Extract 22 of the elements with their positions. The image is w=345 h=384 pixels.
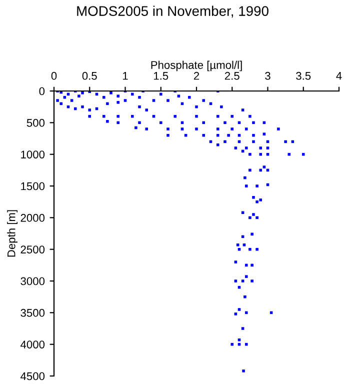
chart-title: MODS2005 in November, 1990 bbox=[77, 6, 268, 18]
y-tick-label: 2000 bbox=[20, 214, 45, 222]
x-tick-label: 2 bbox=[194, 72, 200, 80]
x-tick-label: 3.5 bbox=[296, 72, 311, 80]
y-tick-label: 500 bbox=[26, 118, 45, 127]
x-tick-label: 1 bbox=[123, 72, 128, 80]
x-tick-label: 3 bbox=[265, 72, 270, 80]
y-tick-label: 1500 bbox=[21, 182, 45, 190]
x-tick-label: 0.5 bbox=[82, 72, 97, 80]
y-tick-label: 3000 bbox=[20, 277, 45, 286]
y-tick-label: 2500 bbox=[20, 246, 45, 254]
y-axis-title: Depth [m] bbox=[7, 210, 18, 257]
x-axis-title: Phosphate [µmol/l] bbox=[151, 60, 242, 72]
y-tick-label: 0 bbox=[39, 87, 45, 96]
y-tick-label: 3500 bbox=[20, 308, 45, 317]
y-tick-label: 1000 bbox=[21, 150, 45, 158]
y-tick-label: 4000 bbox=[20, 340, 45, 348]
x-tick-label: 2.5 bbox=[224, 72, 240, 80]
x-tick-label: 0 bbox=[51, 72, 57, 80]
x-tick-label: 1.5 bbox=[154, 72, 168, 80]
x-tick-label: 4 bbox=[336, 72, 342, 80]
y-tick-label: 4500 bbox=[20, 372, 45, 380]
